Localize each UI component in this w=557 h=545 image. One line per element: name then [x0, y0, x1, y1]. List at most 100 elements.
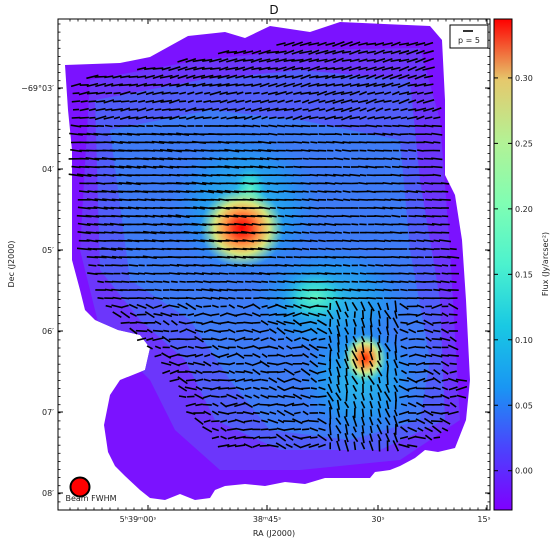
- polarization-vector: [376, 280, 383, 283]
- polarization-vector: [153, 149, 163, 152]
- polarization-vector: [70, 82, 82, 88]
- polarization-vector: [341, 66, 352, 72]
- colorbar-tick-label: 0.00: [515, 467, 533, 476]
- polarization-vector: [203, 280, 212, 284]
- polarization-vector: [137, 297, 146, 300]
- polarization-vector: [267, 75, 279, 79]
- polarization-vector: [342, 190, 351, 193]
- polarization-vector: [225, 66, 239, 71]
- polarization-vector: [217, 444, 230, 448]
- polarization-vector: [259, 411, 270, 415]
- polarization-vector: [103, 99, 115, 104]
- polarization-vector: [143, 165, 157, 169]
- polarization-vector: [382, 182, 393, 185]
- polarization-vector: [209, 83, 222, 87]
- polarization-vector: [257, 140, 272, 145]
- polarization-vector: [201, 272, 213, 275]
- polarization-vector: [228, 296, 236, 300]
- polarization-vector: [386, 425, 389, 434]
- polarization-vector: [384, 417, 391, 426]
- polarization-vector: [89, 116, 96, 119]
- polarization-vector: [243, 428, 253, 431]
- polarization-vector: [416, 91, 424, 95]
- polarization-vector: [441, 312, 449, 318]
- polarization-vector: [277, 223, 285, 226]
- polarization-vector: [252, 368, 261, 376]
- polarization-vector: [168, 98, 180, 104]
- polarization-vector: [308, 312, 320, 317]
- polarization-vector: [252, 303, 261, 310]
- polarization-vector: [211, 344, 219, 351]
- polarization-vector: [300, 182, 311, 185]
- polarization-vector: [440, 182, 450, 185]
- polarization-vector: [449, 336, 457, 343]
- polarization-vector: [335, 264, 342, 267]
- polarization-vector: [400, 426, 408, 433]
- polarization-vector: [236, 280, 244, 283]
- polarization-vector: [261, 304, 268, 308]
- polarization-vector: [291, 74, 304, 79]
- polarization-vector: [415, 401, 425, 408]
- polarization-vector: [302, 190, 309, 193]
- polarization-vector: [447, 255, 460, 259]
- polarization-vector: [318, 427, 326, 432]
- polarization-vector: [441, 272, 449, 275]
- polarization-vector: [77, 222, 91, 227]
- polarization-vector: [407, 395, 418, 398]
- polarization-vector: [210, 272, 221, 275]
- polarization-vector: [381, 280, 394, 284]
- polarization-vector: [275, 433, 287, 442]
- polarization-vector: [394, 350, 398, 361]
- polarization-vector: [242, 66, 254, 72]
- polarization-vector: [201, 67, 213, 70]
- polarization-vector: [185, 182, 197, 185]
- polarization-vector: [111, 264, 123, 267]
- polarization-vector: [393, 415, 399, 428]
- polarization-vector: [252, 419, 261, 423]
- polarization-vector: [268, 312, 278, 317]
- polarization-vector: [203, 305, 212, 308]
- polarization-vector: [300, 206, 311, 210]
- polarization-vector: [432, 173, 442, 177]
- polarization-vector: [260, 387, 269, 390]
- polarization-vector: [374, 215, 385, 218]
- polarization-vector: [145, 141, 155, 144]
- polarization-vector: [226, 99, 237, 104]
- polarization-vector: [343, 415, 350, 427]
- polarization-vector: [275, 58, 287, 63]
- polarization-vector: [251, 378, 262, 382]
- polarization-vector: [160, 361, 172, 366]
- polarization-vector: [175, 214, 190, 219]
- polarization-vector: [367, 288, 375, 292]
- polarization-vector: [276, 320, 286, 326]
- polarization-vector: [218, 222, 229, 226]
- polarization-vector: [163, 329, 170, 333]
- polarization-vector: [283, 58, 295, 63]
- polarization-vector: [86, 124, 98, 128]
- polarization-vector: [310, 141, 318, 144]
- polarization-vector: [293, 99, 301, 103]
- polarization-vector: [440, 247, 450, 251]
- polarization-vector: [414, 370, 426, 374]
- polarization-vector: [341, 114, 353, 121]
- polarization-vector: [251, 75, 262, 79]
- polarization-vector: [365, 98, 377, 105]
- polarization-vector: [369, 401, 374, 409]
- polarization-vector: [390, 173, 402, 177]
- polarization-vector: [212, 362, 219, 366]
- polarization-vector: [218, 214, 230, 218]
- polarization-vector: [406, 41, 419, 47]
- polarization-vector: [382, 42, 393, 46]
- polarization-vector: [283, 82, 296, 88]
- polarization-vector: [236, 304, 244, 308]
- polarization-vector: [194, 329, 204, 333]
- polarization-vector: [302, 247, 310, 251]
- polarization-vector: [138, 124, 145, 128]
- polarization-vector: [225, 83, 238, 87]
- polarization-vector: [162, 280, 170, 284]
- polarization-vector: [186, 321, 196, 325]
- polarization-vector: [259, 360, 270, 368]
- polarization-vector: [234, 58, 246, 63]
- polarization-vector: [440, 360, 450, 367]
- polarization-vector: [317, 395, 327, 398]
